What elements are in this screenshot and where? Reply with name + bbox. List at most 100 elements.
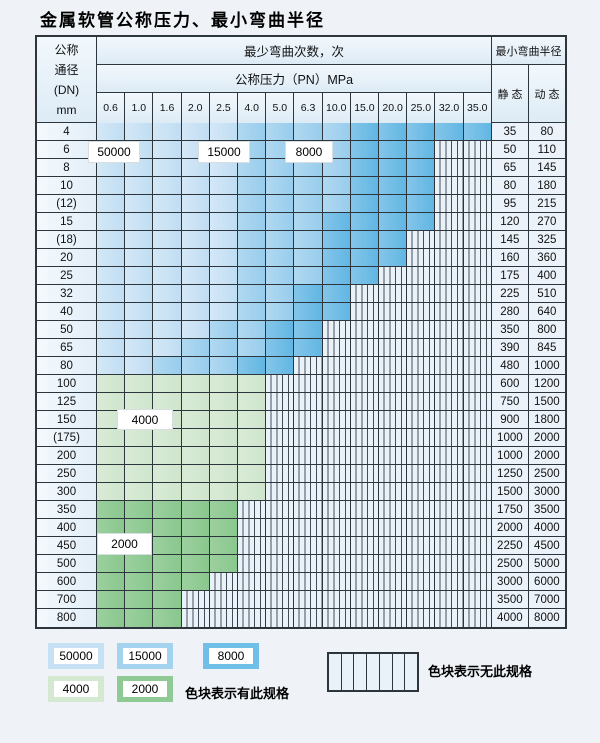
cycles-cell-no-spec xyxy=(266,483,295,501)
cycles-cell-8000 xyxy=(463,123,492,141)
cycles-cell-no-spec xyxy=(435,357,464,375)
cycles-cell-no-spec xyxy=(294,465,323,483)
cycles-cell-50000 xyxy=(125,213,154,231)
legend-swatch-8000: 8000 xyxy=(203,643,259,669)
legend-value-50000: 50000 xyxy=(54,648,98,664)
cycles-cell-no-spec xyxy=(435,447,464,465)
page-title: 金属软管公称压力、最小弯曲半径 xyxy=(40,11,325,31)
dn-cell: 450 xyxy=(37,537,97,555)
cycles-cell-50000 xyxy=(153,177,182,195)
cycles-cell-no-spec xyxy=(266,465,295,483)
cycles-cell-no-spec xyxy=(238,519,267,537)
cycles-cell-50000 xyxy=(97,339,126,357)
cycles-cell-no-spec xyxy=(463,411,492,429)
cycles-cell-no-spec xyxy=(266,429,295,447)
table-body: 4 35 80 6 50 110 8 65 145 10 80 180 (12) 95 215 15 120 27… xyxy=(37,123,565,627)
cycles-cell-4000 xyxy=(153,429,182,447)
cycles-cell-2000 xyxy=(181,519,210,537)
cycles-cell-15000 xyxy=(266,159,295,177)
cycles-cell-no-spec xyxy=(294,591,323,609)
cycles-cell-no-spec xyxy=(435,609,464,627)
dn-cell: 100 xyxy=(37,375,97,393)
cycles-cell-15000 xyxy=(238,285,267,303)
cycles-cell-4000 xyxy=(238,411,267,429)
cycles-cell-no-spec xyxy=(181,591,210,609)
static-radius-cell: 900 xyxy=(491,411,529,429)
cycles-cell-no-spec xyxy=(350,465,380,483)
cycles-cell-no-spec xyxy=(463,321,492,339)
cycles-cell-no-spec xyxy=(435,231,464,249)
cycles-cell-15000 xyxy=(238,249,267,267)
cycles-cell-no-spec xyxy=(407,267,436,285)
cycles-cell-8000 xyxy=(350,123,380,141)
pressure-col-header: 6.3 xyxy=(294,93,323,123)
legend-swatch-2000: 2000 xyxy=(117,676,173,702)
dn-cell: 8 xyxy=(37,159,97,177)
cycles-cell-2000 xyxy=(125,501,154,519)
cycles-cell-no-spec xyxy=(322,573,351,591)
cycles-cell-no-spec xyxy=(379,429,408,447)
cycles-cell-2000 xyxy=(181,555,210,573)
dynamic-radius-cell: 1500 xyxy=(528,393,565,411)
cycles-cell-50000 xyxy=(181,231,210,249)
cycles-cell-no-spec xyxy=(407,393,436,411)
cycles-cell-8000 xyxy=(379,159,408,177)
cycles-cell-4000 xyxy=(97,393,126,411)
dn-cell: 150 xyxy=(37,411,97,429)
cycles-cell-no-spec xyxy=(350,537,380,555)
static-radius-cell: 600 xyxy=(491,375,529,393)
cycles-cell-50000 xyxy=(97,231,126,249)
static-radius-cell: 225 xyxy=(491,285,529,303)
cycles-cell-no-spec xyxy=(294,447,323,465)
cycles-cell-no-spec xyxy=(209,591,239,609)
dn-cell: (175) xyxy=(37,429,97,447)
cycles-cell-no-spec xyxy=(407,573,436,591)
cycles-cell-50000 xyxy=(181,177,210,195)
static-radius-cell: 4000 xyxy=(491,609,529,627)
cycles-cell-no-spec xyxy=(266,393,295,411)
cycles-cell-no-spec xyxy=(407,231,436,249)
dynamic-radius-cell: 270 xyxy=(528,213,565,231)
cycles-cell-no-spec xyxy=(463,537,492,555)
cycles-cell-2000 xyxy=(153,555,182,573)
cycles-cell-4000 xyxy=(153,465,182,483)
cycles-cell-no-spec xyxy=(407,591,436,609)
cycles-cell-no-spec xyxy=(266,591,295,609)
dynamic-radius-cell: 1000 xyxy=(528,357,565,375)
table-row-dn-40: 40 280 640 xyxy=(37,303,565,321)
cycles-cell-no-spec xyxy=(435,537,464,555)
cycles-cell-no-spec xyxy=(322,393,351,411)
cycles-cell-50000 xyxy=(97,213,126,231)
cycles-cell-no-spec xyxy=(379,555,408,573)
cycles-cell-no-spec xyxy=(407,555,436,573)
table-row-dn-125: 125 750 1500 xyxy=(37,393,565,411)
cycles-cell-15000 xyxy=(153,357,182,375)
table-row-dn-600: 600 3000 6000 xyxy=(37,573,565,591)
cycles-cell-4000 xyxy=(125,447,154,465)
cycles-cell-no-spec xyxy=(294,609,323,627)
static-radius-cell: 160 xyxy=(491,249,529,267)
cycles-cell-4000 xyxy=(238,447,267,465)
cycles-cell-15000 xyxy=(238,267,267,285)
cycles-cell-50000 xyxy=(209,213,239,231)
cycles-cell-no-spec xyxy=(407,609,436,627)
dynamic-radius-cell: 7000 xyxy=(528,591,565,609)
cycles-cell-50000 xyxy=(181,267,210,285)
cycles-cell-no-spec xyxy=(435,267,464,285)
dynamic-radius-cell: 2500 xyxy=(528,465,565,483)
cycles-cell-no-spec xyxy=(350,411,380,429)
cycles-cell-no-spec xyxy=(379,339,408,357)
cycles-cell-4000 xyxy=(125,429,154,447)
cycles-cell-50000 xyxy=(97,159,126,177)
table-row-dn-6: 6 50 110 xyxy=(37,141,565,159)
cycles-cell-no-spec xyxy=(266,501,295,519)
cycles-cell-15000 xyxy=(322,159,351,177)
dynamic-radius-cell: 1200 xyxy=(528,375,565,393)
cycles-cell-no-spec xyxy=(463,393,492,411)
static-radius-cell: 35 xyxy=(491,123,529,141)
cycles-cell-no-spec xyxy=(350,573,380,591)
cycles-cell-no-spec xyxy=(379,393,408,411)
cycles-cell-50000 xyxy=(153,267,182,285)
cycles-cell-no-spec xyxy=(463,231,492,249)
cycles-cell-no-spec xyxy=(379,303,408,321)
